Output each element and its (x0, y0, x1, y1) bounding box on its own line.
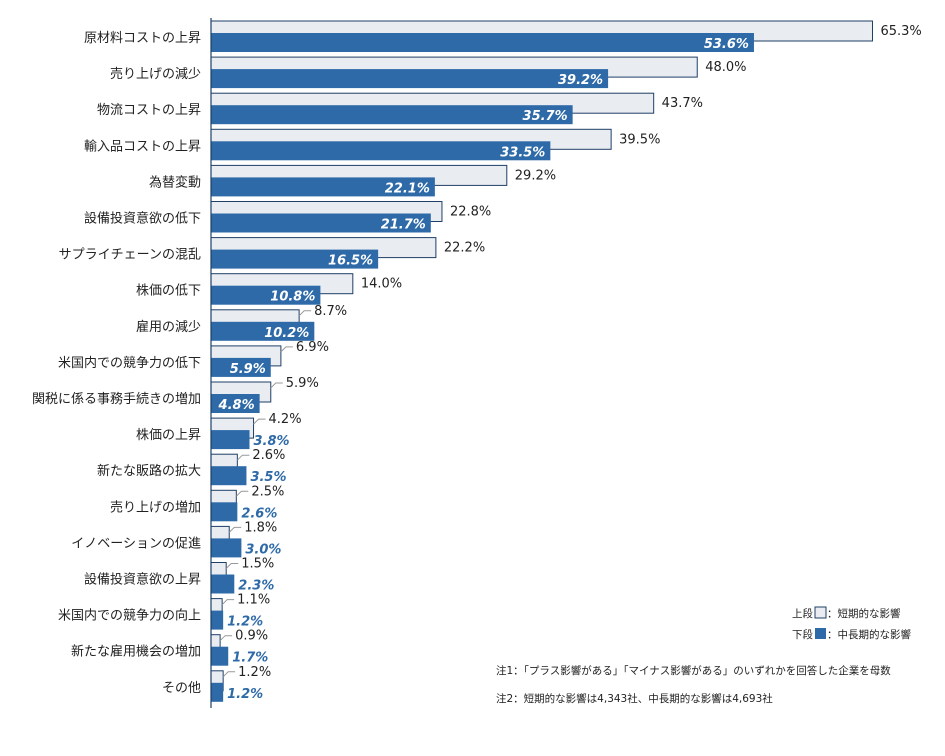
category-label: 売り上げの増加 (110, 499, 201, 515)
category-label: 雇用の減少 (136, 319, 201, 335)
category-label: 為替変動 (149, 174, 201, 190)
bar-short-term-label: 14.0% (361, 277, 402, 292)
leader-line (222, 671, 236, 678)
bars-layer: 原材料コストの上昇 65.3% 53.6% 売り上げの減少 48.0% 39.2% 物流コス… (32, 20, 922, 702)
bar-short-term-label: 6.9% (296, 340, 329, 355)
bar-long-term-label: 3.0% (245, 542, 281, 557)
bar-short-term-label: 5.9% (286, 376, 319, 391)
bar-long-term-label: 1.2% (227, 615, 263, 630)
bar-short-term-label: 39.5% (619, 132, 660, 147)
bar-long-term (211, 33, 754, 52)
category-label: 米国内での競争力の低下 (58, 355, 201, 371)
bar-long-term (211, 177, 435, 197)
bar-long-term-label: 21.7% (381, 218, 426, 233)
note-1: 注1：「プラス影響がある」「マイナス影響がある」のいずれかを回答した企業を母数 (496, 664, 891, 677)
bar-long-term-label: 5.9% (230, 362, 266, 377)
leader-line (236, 454, 250, 461)
bar-long-term (211, 610, 224, 630)
category-label: 関税に係る事務手続きの増加 (32, 392, 201, 407)
bar-long-term (211, 682, 224, 702)
note-2: 注2：短期的な影響は4,343社、中長期的な影響は4,693社 (496, 692, 773, 705)
category-label: 株価の上昇 (136, 428, 201, 443)
leader-line (221, 599, 235, 605)
bar-long-term-label: 39.2% (558, 73, 603, 88)
bar-short-term-label: 8.7% (314, 304, 347, 319)
bar-long-term-label: 10.2% (264, 326, 309, 341)
bar-short-term-label: 2.5% (251, 484, 284, 499)
bar-long-term-label: 1.2% (227, 687, 263, 702)
bar-long-term-label: 10.8% (270, 290, 315, 305)
bar-long-term (211, 357, 271, 377)
bar-short-term-label: 65.3% (880, 24, 921, 39)
bar-long-term (211, 69, 609, 89)
bar-long-term-label: 53.6% (704, 37, 749, 52)
category-label: 設備投資意欲の低下 (84, 211, 201, 227)
bar-long-term-label: 35.7% (523, 109, 568, 124)
bar-short-term-label: 48.0% (705, 60, 746, 75)
bar-long-term-label: 4.8% (218, 398, 255, 413)
bar-short-term-label: 29.2% (515, 168, 556, 183)
bar-long-term-label: 2.3% (238, 579, 274, 594)
bar-long-term (211, 430, 250, 450)
bar-short-term-label: 1.8% (244, 520, 277, 535)
leader-line (228, 526, 242, 533)
legend-long-label: ：中長期的な影響 (827, 628, 911, 641)
bar-short-term-label: 22.2% (444, 241, 485, 256)
bar-long-term-label: 2.6% (241, 506, 277, 521)
bar-short-term-label: 1.5% (241, 557, 274, 572)
bar-long-term-label: 3.5% (250, 470, 286, 485)
legend-long-prefix: 下段 (792, 628, 813, 641)
legend-long-swatch (815, 628, 826, 639)
category-label: その他 (162, 681, 201, 696)
bar-long-term (211, 249, 379, 269)
bar-long-term-label: 22.1% (385, 181, 430, 196)
leader-line (280, 346, 293, 353)
bar-short-term-label: 2.6% (252, 448, 285, 463)
legend-short-swatch (814, 606, 827, 619)
bar-long-term (211, 105, 573, 125)
bar-long-term (211, 502, 238, 522)
category-label: 物流コストの上昇 (97, 103, 201, 118)
bar-long-term-label: 33.5% (500, 145, 545, 160)
leader-line (219, 635, 233, 642)
bar-short-term-label: 1.1% (237, 593, 270, 608)
bar-short-term-label: 1.2% (238, 665, 271, 680)
legend-short-label: ：短期的な影響 (827, 607, 901, 620)
bar-long-term-label: 16.5% (328, 254, 373, 269)
leader-line (253, 418, 266, 425)
leader-line (225, 563, 239, 569)
legend: 上段 ：短期的な影響 下段 ：中長期的な影響 (792, 606, 911, 641)
category-label: 売り上げの減少 (110, 66, 201, 82)
leader-line (298, 310, 312, 317)
bar-long-term-label: 3.8% (253, 434, 289, 449)
category-label: 原材料コストの上昇 (84, 31, 201, 46)
bar-long-term (211, 574, 235, 594)
bar-long-term (211, 646, 229, 666)
category-label: 設備投資意欲の上昇 (84, 572, 201, 588)
category-label: 米国内での競争力の向上 (58, 608, 201, 624)
bar-long-term (211, 394, 260, 413)
bar-long-term (211, 466, 247, 486)
bar-long-term (211, 141, 551, 161)
bar-long-term (211, 285, 321, 305)
category-label: 新たな販路の拡大 (97, 463, 201, 479)
bar-short-term-label: 22.8% (450, 205, 491, 220)
category-label: 輸入品コストの上昇 (84, 139, 201, 154)
category-label: 株価の低下 (136, 284, 201, 299)
bar-short-term-label: 4.2% (269, 412, 302, 427)
bar-short-term-label: 43.7% (662, 96, 703, 111)
category-label: 新たな雇用機会の増加 (71, 644, 201, 660)
bar-long-term-label: 1.7% (232, 651, 268, 666)
category-label: サプライチェーンの混乱 (59, 248, 201, 263)
bar-long-term (211, 213, 431, 233)
bar-long-term (211, 321, 315, 341)
leader-line (235, 490, 249, 497)
category-label: イノベーションの促進 (71, 536, 201, 551)
bar-long-term (211, 538, 242, 558)
bar-short-term-label: 0.9% (235, 629, 268, 644)
legend-short-prefix: 上段 (792, 607, 813, 620)
leader-line (270, 382, 283, 389)
